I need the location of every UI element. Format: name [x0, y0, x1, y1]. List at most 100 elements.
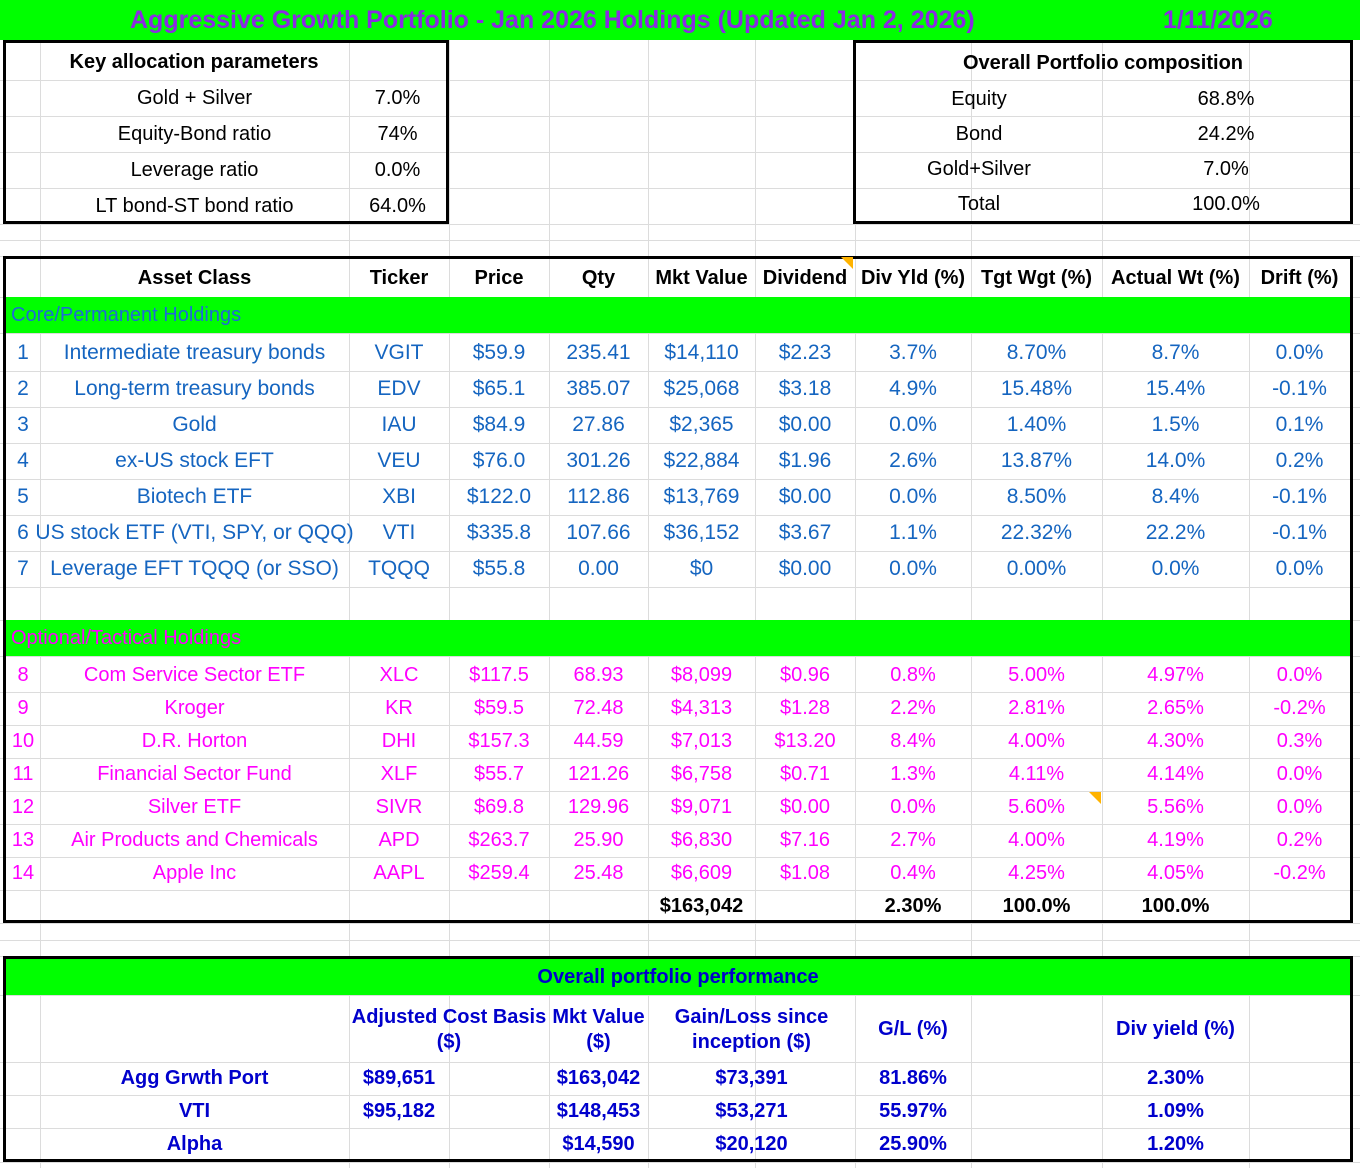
holding-ticker: VEU	[377, 449, 421, 472]
holding-tgt: 4.00%	[1008, 829, 1065, 851]
holding-price: $157.3	[468, 730, 530, 752]
holding-tgt: 0.00%	[1006, 557, 1067, 580]
gridline-h	[0, 188, 1360, 189]
total-act: 100.0%	[1141, 894, 1210, 917]
performance-header-band: Overall portfolio performance	[6, 959, 1350, 995]
holding-mv: $0	[689, 557, 714, 580]
gridline-v	[549, 0, 550, 1168]
gridline-h	[0, 857, 1360, 858]
perf-gl: 55.97%	[879, 1100, 947, 1122]
holding-drift: -0.1%	[1272, 377, 1327, 400]
holding-act: 4.97%	[1147, 664, 1204, 686]
perf-column-cost: Adjusted Cost Basis ($)	[351, 1005, 547, 1053]
holding-drift: 0.0%	[1276, 763, 1323, 785]
perf-label: VTI	[178, 1100, 211, 1122]
holding-ticker: TQQQ	[368, 557, 430, 580]
holding-yld: 2.2%	[890, 697, 936, 719]
holding-div: $0.00	[778, 413, 832, 436]
holding-yld: 4.9%	[889, 377, 937, 400]
holding-n: 2	[17, 377, 29, 400]
holding-yld: 1.1%	[889, 521, 937, 544]
holding-div: $1.08	[779, 862, 831, 884]
param-value: 7.0%	[374, 86, 421, 109]
gridline-h	[0, 443, 1360, 444]
holding-n: 1	[17, 341, 29, 364]
holding-asset: ex-US stock EFT	[115, 449, 274, 472]
holding-div: $0.00	[778, 485, 832, 508]
holding-ticker: XLF	[380, 763, 418, 785]
column-header: Asset Class	[137, 266, 252, 289]
perf-gl: 25.90%	[879, 1133, 947, 1155]
gridline-h	[0, 1128, 1360, 1129]
holding-drift: 0.1%	[1275, 413, 1324, 436]
holding-div: $1.96	[778, 449, 832, 472]
gridline-h	[0, 824, 1360, 825]
gridline-h	[0, 224, 1360, 225]
holding-div: $0.00	[778, 557, 832, 580]
column-header: Drift (%)	[1260, 266, 1339, 289]
gridline-v	[648, 0, 649, 1168]
holding-mv: $25,068	[663, 377, 740, 400]
holding-div: $0.00	[779, 796, 831, 818]
holding-qty: 235.41	[566, 341, 631, 364]
holding-n: 8	[17, 664, 29, 686]
column-header: Qty	[581, 266, 616, 289]
holding-act: 8.7%	[1151, 341, 1200, 364]
holding-drift: 0.3%	[1276, 730, 1323, 752]
holding-ticker: VGIT	[374, 341, 424, 364]
perf-gl: 81.86%	[879, 1067, 947, 1089]
holding-asset: Apple Inc	[152, 862, 237, 884]
gridline-h	[0, 923, 1360, 924]
gridline-h	[0, 940, 1360, 941]
holding-qty: 301.26	[566, 449, 631, 472]
gridline-h	[0, 656, 1360, 657]
holding-act: 4.30%	[1147, 730, 1204, 752]
perf-column-mv: Mkt Value ($)	[552, 1005, 645, 1053]
gridline-h	[0, 371, 1360, 372]
holding-price: $335.8	[466, 521, 532, 544]
perf-column-gain: Gain/Loss since inception ($)	[674, 1005, 829, 1053]
holding-tgt: 8.50%	[1006, 485, 1067, 508]
column-header: Dividend	[762, 266, 848, 289]
holding-n: 10	[11, 730, 35, 752]
holding-price: $55.7	[473, 763, 525, 785]
perf-dy: 2.30%	[1147, 1067, 1204, 1089]
holding-mv: $7,013	[670, 730, 733, 752]
gridline-h	[0, 551, 1360, 552]
gridline-v	[349, 0, 350, 1168]
holding-n: 11	[12, 763, 34, 785]
key-params-header: Key allocation parameters	[69, 50, 319, 73]
gridline-h	[0, 758, 1360, 759]
holding-drift: 0.0%	[1275, 341, 1324, 364]
holding-yld: 0.8%	[890, 664, 936, 686]
holding-yld: 0.0%	[890, 796, 936, 818]
param-value: 74%	[377, 122, 418, 145]
gridline-v	[1102, 0, 1103, 1168]
holding-n: 4	[17, 449, 29, 472]
holding-mv: $2,365	[669, 413, 734, 436]
holding-asset: Financial Sector Fund	[97, 763, 292, 785]
gridline-v	[1249, 0, 1250, 1168]
holding-n: 3	[17, 413, 29, 436]
holding-mv: $6,609	[670, 862, 733, 884]
total-yld: 2.30%	[884, 894, 942, 917]
holding-qty: 72.48	[573, 697, 624, 719]
total-mv: $163,042	[659, 894, 744, 917]
perf-dy: 1.09%	[1147, 1100, 1204, 1122]
param-label: Gold + Silver	[136, 86, 253, 109]
holding-asset: Leverage EFT TQQQ (or SSO)	[50, 557, 339, 580]
gridline-h	[0, 333, 1360, 334]
holding-qty: 25.90	[573, 829, 624, 851]
holding-tgt: 5.00%	[1008, 664, 1065, 686]
holding-act: 0.0%	[1151, 557, 1200, 580]
holding-yld: 8.4%	[890, 730, 936, 752]
gridline-v	[40, 0, 41, 1168]
tactical-section-label: Optional/Tactical Holdings	[11, 626, 242, 649]
holding-tgt: 1.40%	[1006, 413, 1067, 436]
holding-tgt: 4.11%	[1008, 763, 1065, 785]
holding-tgt: 8.70%	[1006, 341, 1067, 364]
holding-drift: -0.1%	[1272, 485, 1327, 508]
holding-yld: 0.0%	[889, 557, 937, 580]
perf-mv: $14,590	[562, 1133, 635, 1155]
comment-marker	[841, 257, 853, 269]
